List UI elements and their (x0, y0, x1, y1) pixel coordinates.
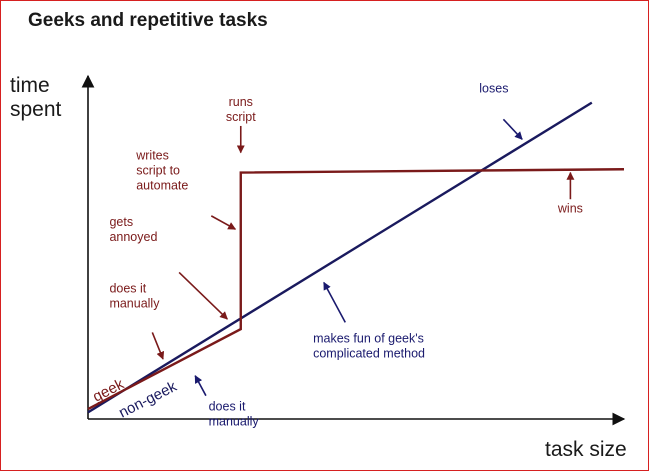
annotation-text-3: gets annoyed (109, 215, 157, 244)
annotation-text-6: wins (557, 202, 583, 216)
annotation-text-4: does it manually (109, 281, 160, 310)
annotation-arrow-5 (502, 118, 523, 140)
x-axis-label: task size (545, 438, 627, 461)
series-line-geek (87, 168, 625, 411)
annotation-arrow-7 (323, 281, 346, 323)
annotation-text-5: loses (479, 82, 508, 96)
y-axis-label-line-1: time (10, 74, 50, 97)
annotation-text-7: makes fun of geek's complicated method (313, 331, 425, 360)
chart-title: Geeks and repetitive tasks (28, 10, 268, 31)
annotation-arrow-4 (151, 332, 165, 360)
series-label-non-geek: non-geek (116, 378, 180, 422)
annotation-arrow-2 (210, 215, 237, 230)
annotation-text-2: writes script to automate (135, 148, 188, 192)
annotations: runs script writes script to automate gets ann… (109, 82, 582, 429)
annotation-arrow-3 (178, 271, 228, 320)
y-axis-label-line-2: spent (10, 98, 62, 121)
annotation-arrow-8 (194, 375, 207, 397)
annotation-text-8: does it manually (209, 400, 260, 429)
annotation-text-1: runs script (226, 95, 256, 124)
series-line-non-geek (87, 101, 593, 414)
